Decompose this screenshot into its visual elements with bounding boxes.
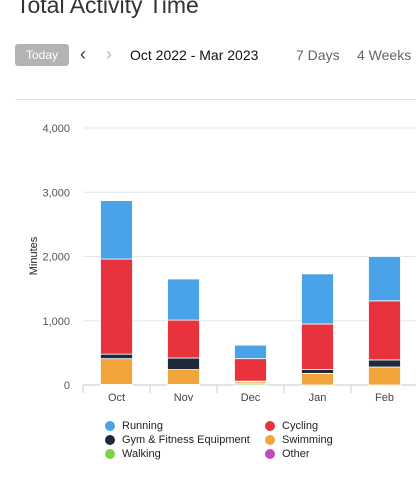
chevron-right-icon[interactable]: › <box>106 44 112 64</box>
today-button[interactable]: Today <box>15 44 69 66</box>
x-tick-label: Oct <box>108 392 125 404</box>
bar-segment <box>167 319 200 359</box>
legend-item-gym[interactable]: Gym & Fitness Equipment <box>105 433 265 446</box>
x-tick-label: Nov <box>174 392 194 404</box>
legend-item-cycling[interactable]: Cycling <box>265 419 405 432</box>
bar-segment <box>301 273 334 325</box>
y-tick-label: 0 <box>64 380 70 392</box>
bar-segment <box>167 357 200 370</box>
divider <box>15 99 416 100</box>
bar-segment <box>368 359 401 368</box>
legend-item-running[interactable]: Running <box>105 419 265 432</box>
legend-swatch <box>105 434 115 445</box>
legend-swatch <box>105 448 115 459</box>
legend-item-walking[interactable]: Walking <box>105 447 265 460</box>
bar-segment <box>167 369 200 385</box>
bar-segment <box>368 366 401 386</box>
legend-swatch <box>265 434 275 445</box>
legend-swatch <box>265 420 275 431</box>
x-tick-label: Dec <box>241 392 261 404</box>
bar-segment <box>301 369 334 374</box>
bar-segment <box>100 353 133 360</box>
chart-legend: Running Cycling Gym & Fitness Equipment … <box>105 419 405 460</box>
page-title: Total Activity Time <box>16 0 199 18</box>
bar-segment <box>234 344 267 360</box>
bar-segment <box>301 323 334 370</box>
period-4-weeks[interactable]: 4 Weeks <box>357 47 412 63</box>
chevron-left-icon[interactable]: ‹ <box>80 44 86 64</box>
legend-label: Running <box>122 419 163 432</box>
y-tick-label: 4,000 <box>42 123 70 135</box>
legend-swatch <box>265 448 275 459</box>
bar-segment <box>100 200 133 260</box>
bar-segment <box>100 358 133 385</box>
bar-segment <box>368 256 401 302</box>
bar-segment <box>234 358 267 382</box>
legend-item-other[interactable]: Other <box>265 447 405 460</box>
legend-item-swimming[interactable]: Swimming <box>265 433 405 446</box>
bar-segment <box>368 300 401 361</box>
legend-label: Cycling <box>282 419 319 432</box>
bar-segment <box>167 278 200 321</box>
y-axis-label: Minutes <box>28 236 40 275</box>
date-range-label: Oct 2022 - Mar 2023 <box>130 47 259 63</box>
legend-swatch <box>105 420 115 431</box>
bar-segment <box>301 373 334 386</box>
legend-label: Other <box>282 447 310 460</box>
y-tick-label: 1,000 <box>42 316 70 328</box>
y-tick-label: 3,000 <box>42 187 70 199</box>
period-7-days[interactable]: 7 Days <box>296 47 340 63</box>
x-tick-label: Jan <box>309 392 327 404</box>
y-tick-label: 2,000 <box>42 252 70 264</box>
legend-label: Swimming <box>282 433 333 446</box>
x-tick-label: Feb <box>375 392 394 404</box>
bar-segment <box>100 258 133 355</box>
legend-label: Walking <box>122 447 161 460</box>
legend-label: Gym & Fitness Equipment <box>122 433 250 446</box>
